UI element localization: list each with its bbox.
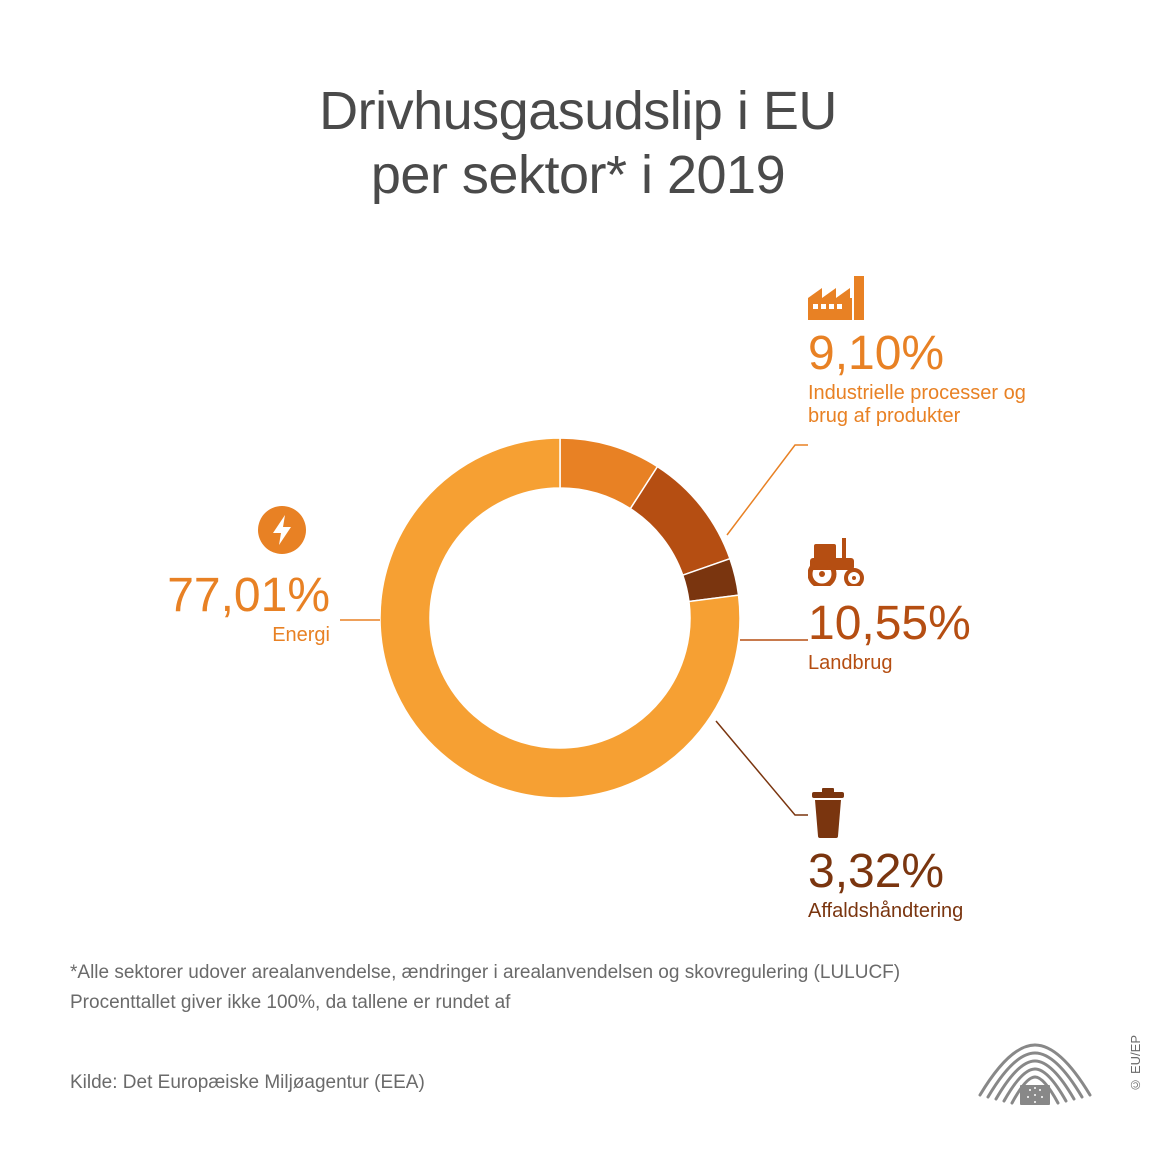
- agri-percent: 10,55%: [808, 600, 1068, 648]
- label-agriculture: 10,55% Landbrug: [808, 600, 1068, 675]
- industry-name: Industrielle processer og brug af produk…: [808, 382, 1068, 428]
- tractor-icon: [808, 538, 868, 591]
- label-industry: 9,10% Industrielle processer og brug af …: [808, 330, 1068, 428]
- industry-percent: 9,10%: [808, 330, 1068, 378]
- trash-icon: [808, 788, 848, 843]
- footnote-2: Procenttallet giver ikke 100%, da tallen…: [70, 988, 900, 1018]
- ep-logo: [970, 1035, 1100, 1120]
- footnote-block: *Alle sektorer udover arealanvendelse, æ…: [70, 958, 900, 1019]
- agri-name: Landbrug: [808, 652, 1068, 675]
- footnote-1: *Alle sektorer udover arealanvendelse, æ…: [70, 958, 900, 988]
- factory-icon: [808, 268, 864, 329]
- energy-name: Energi: [110, 624, 330, 647]
- label-waste: 3,32% Affaldshåndtering: [808, 848, 1068, 923]
- source-line: Kilde: Det Europæiske Miljøagentur (EEA): [70, 1068, 425, 1098]
- bolt-icon: [258, 506, 306, 559]
- label-energy: 77,01% Energi: [110, 572, 330, 647]
- energy-percent: 77,01%: [110, 572, 330, 620]
- waste-percent: 3,32%: [808, 848, 1068, 896]
- copyright-text: © EU/EP: [1128, 1035, 1143, 1093]
- waste-name: Affaldshåndtering: [808, 900, 1068, 923]
